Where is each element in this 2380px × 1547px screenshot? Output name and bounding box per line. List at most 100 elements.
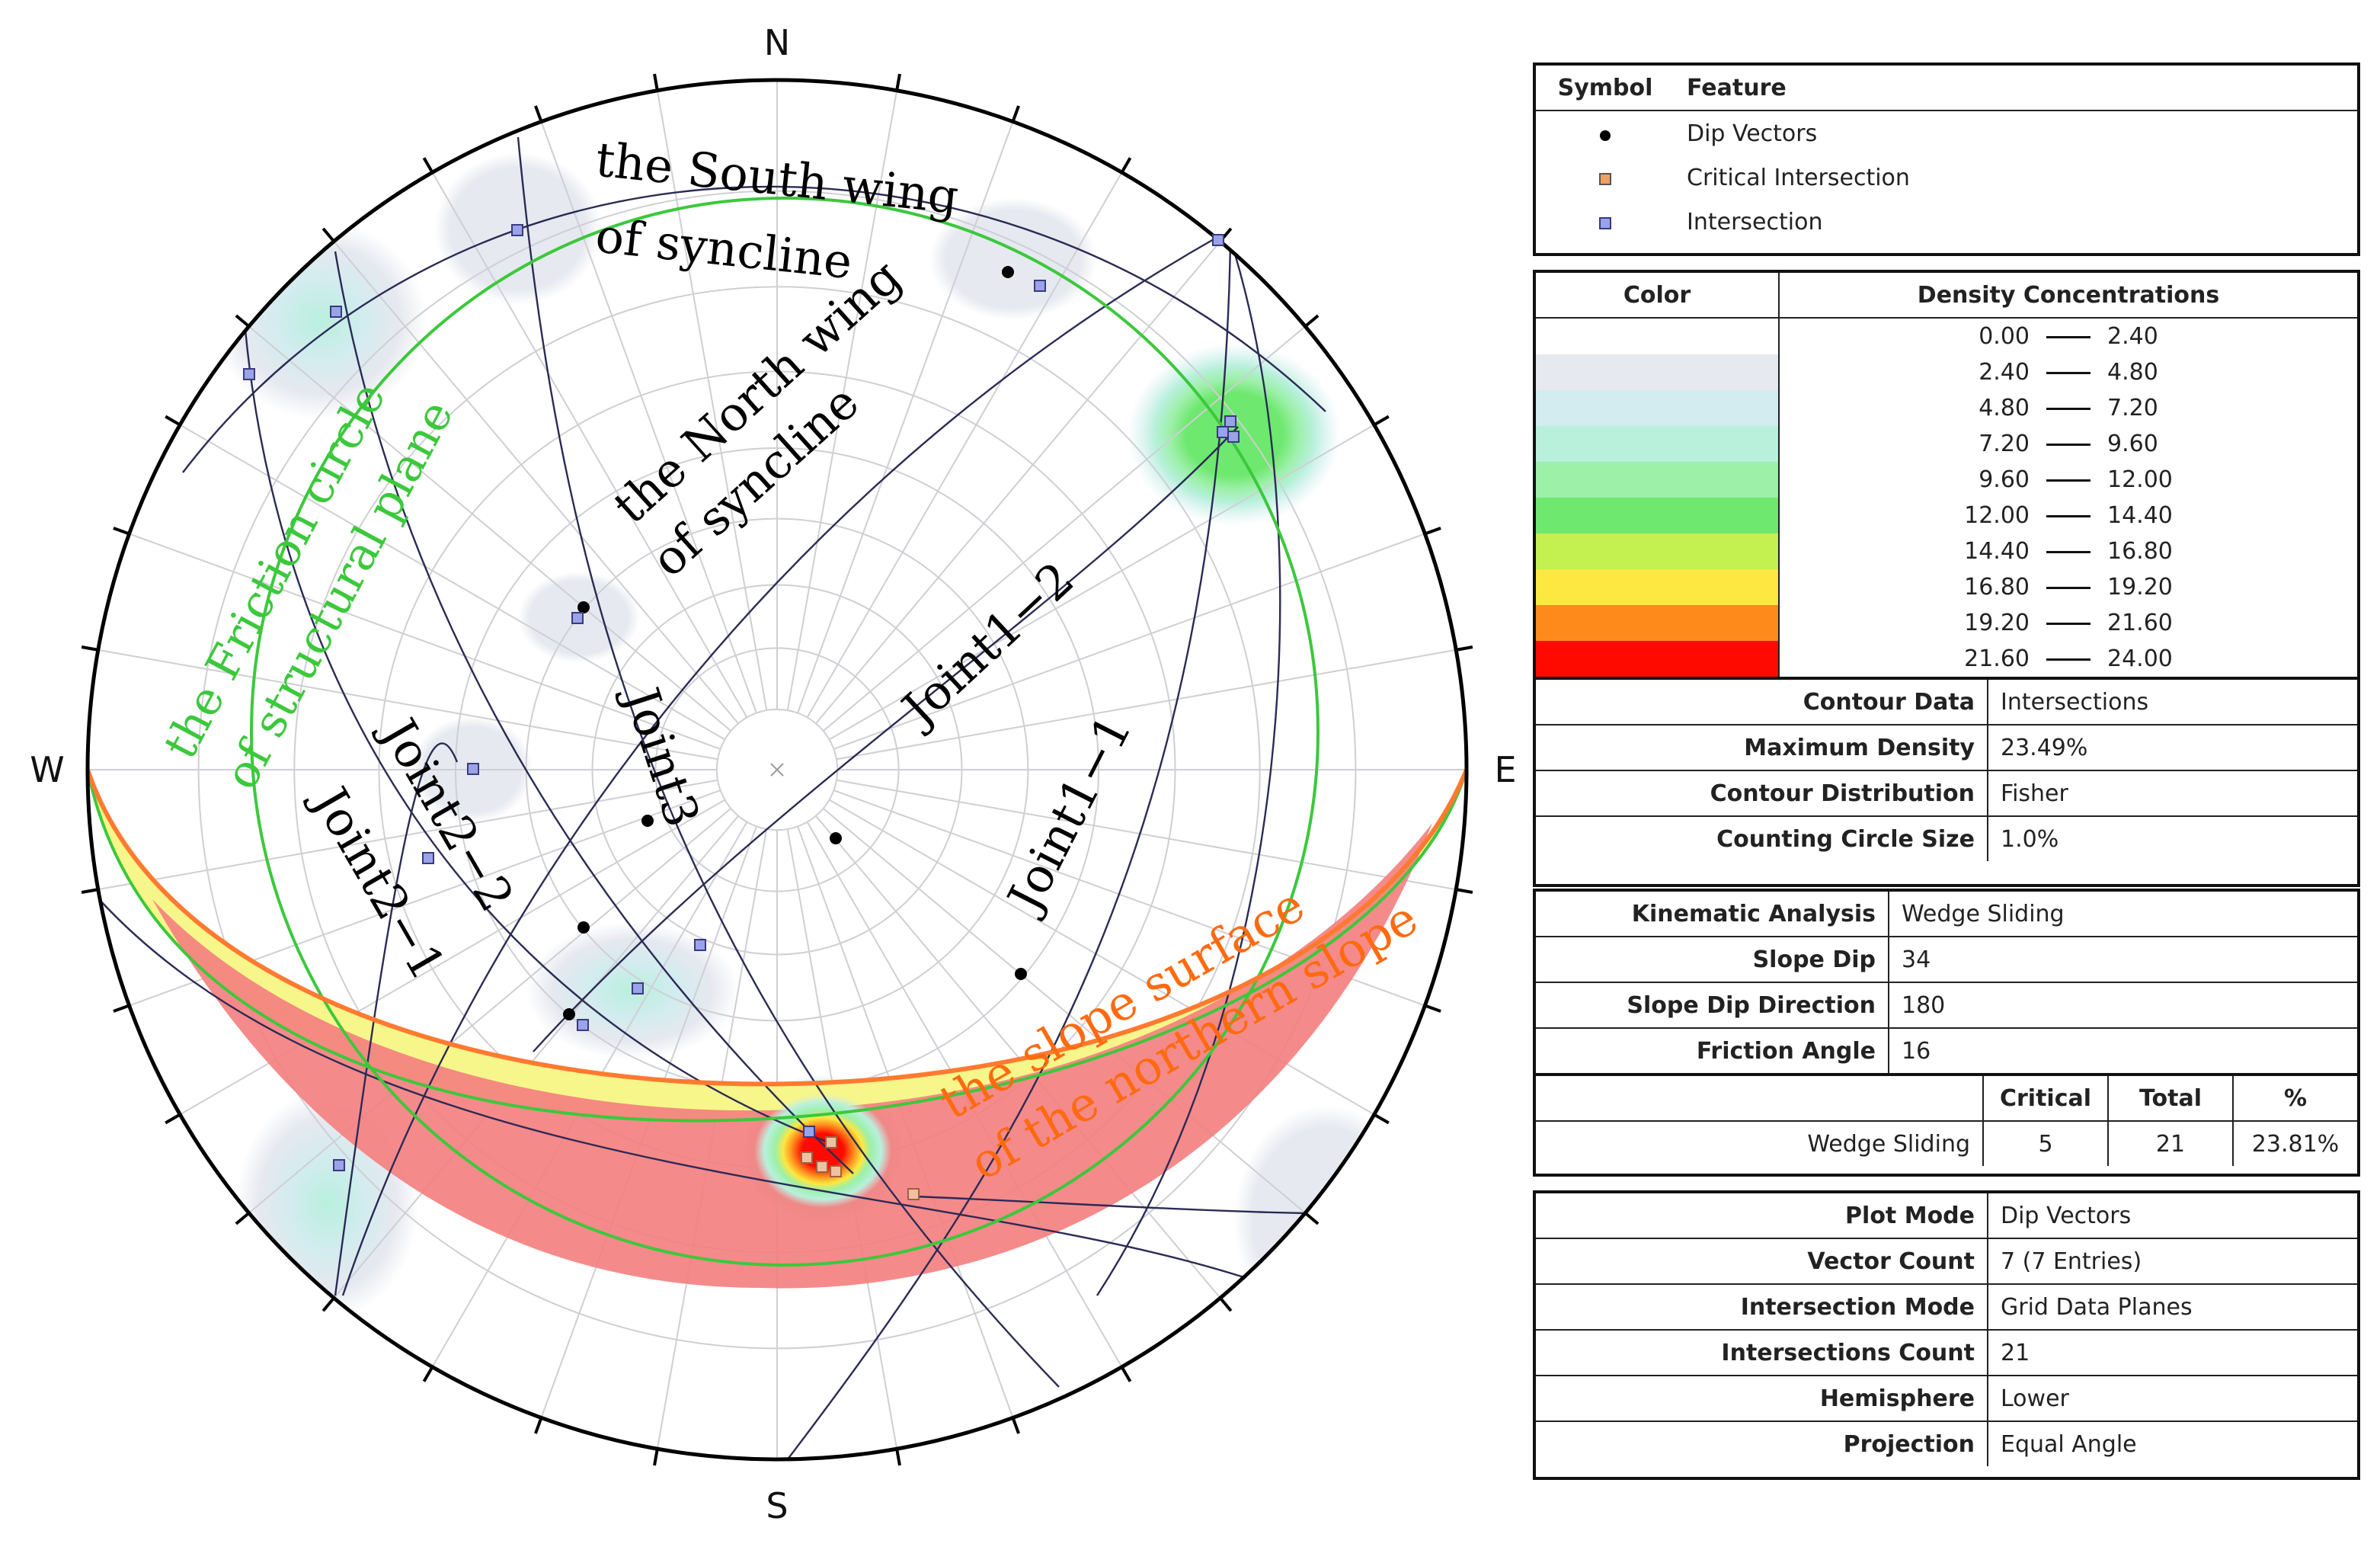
grid-radial-line: [248, 325, 731, 732]
density-legend: Color Density Concentrations 0.00 2.40 2.4…: [1533, 270, 2360, 887]
legend-critical-intersection-icon: [1536, 155, 1675, 200]
critical-intersection-point: [816, 1161, 828, 1173]
grid-radial-line: [823, 325, 1306, 732]
grid-radial-line: [540, 121, 757, 713]
contour-label: Maximum Density: [1536, 724, 1988, 771]
kinematic-value: Wedge Sliding: [1888, 892, 2357, 937]
density-row: 21.60 24.00: [1536, 641, 2357, 677]
contour-value: Fisher: [1987, 770, 2357, 817]
summary-total-value: 21: [2107, 1120, 2234, 1166]
joint-extra-1: [334, 742, 459, 1296]
critical-intersection-point: [830, 1165, 842, 1177]
plot-row: Projection Equal Angle: [1536, 1420, 2357, 1466]
intersections: [243, 224, 1240, 1171]
density-row: 14.40 16.80: [1536, 533, 2357, 569]
density-range-to: 7.20: [2107, 395, 2158, 421]
dip-vectors: [563, 266, 1027, 1020]
density-range-to: 2.40: [2107, 323, 2158, 350]
density-swatch: [1536, 462, 1780, 498]
plot-value: Equal Angle: [1987, 1420, 2357, 1466]
density-row: 9.60 12.00: [1536, 462, 2357, 498]
density-range-from: 0.00: [1979, 323, 2030, 350]
north-wing-great-circle: [341, 235, 1220, 1296]
primitive-tick: [165, 1113, 181, 1125]
kinematic-label: Friction Angle: [1536, 1027, 1889, 1073]
range-dash-icon: [2046, 444, 2090, 446]
plot-label: Plot Mode: [1536, 1193, 1988, 1239]
density-range: 16.80 19.20: [1779, 569, 2357, 605]
density-swatch: [1536, 319, 1780, 354]
grid-radial-line: [797, 121, 1014, 713]
contour-label: Contour Data: [1536, 678, 1988, 725]
intersection-point: [803, 1126, 815, 1138]
density-row: 19.20 21.60: [1536, 605, 2357, 641]
summary-header-critical: Critical: [1982, 1074, 2109, 1122]
grid-radial-line: [431, 171, 748, 718]
south-wing-label-line2: of syncline: [593, 207, 855, 290]
plot-label: Vector Count: [1536, 1238, 1988, 1285]
contour-label: Counting Circle Size: [1536, 815, 1988, 861]
legend-item-label: Intersection: [1687, 208, 1823, 235]
contour-value: Intersections: [1987, 678, 2357, 725]
density-range-from: 2.40: [1979, 359, 2030, 386]
density-range: 9.60 12.00: [1779, 462, 2357, 498]
grid-radial-line: [823, 808, 1306, 1214]
density-range: 4.80 7.20: [1779, 390, 2357, 426]
kinematic-panel: Kinematic Analysis Wedge Sliding Slope Dip…: [1533, 889, 2360, 1177]
joint1-2-label: Joint1−2: [888, 551, 1084, 739]
slope-great-circle: [88, 768, 1467, 1087]
grid-radial-line: [98, 649, 718, 761]
primitive-tick: [1304, 314, 1320, 328]
primitive-tick: [653, 1448, 659, 1466]
density-swatch: [1536, 605, 1780, 641]
density-swatch: [1536, 390, 1780, 426]
density-range-to: 16.80: [2107, 538, 2173, 565]
density-range-to: 14.40: [2107, 502, 2173, 529]
contour-value: 1.0%: [1987, 815, 2357, 861]
intersection-point: [243, 368, 255, 380]
grid-radial-line: [833, 533, 1425, 750]
plot-value: Dip Vectors: [1987, 1193, 2357, 1239]
plot-label: Projection: [1536, 1420, 1988, 1466]
grid-radial-line: [98, 779, 718, 891]
summary-header-percent: %: [2232, 1074, 2357, 1122]
primitive-tick: [321, 1296, 335, 1312]
primitive-tick: [235, 314, 251, 328]
dip-vector-point: [577, 601, 590, 613]
symbol-legend: Symbol Feature Dip Vectors Critical Inte…: [1533, 62, 2360, 256]
primitive-tick: [81, 888, 99, 894]
kinematic-row: Friction Angle 16: [1536, 1027, 2357, 1073]
dip-vector-point: [577, 921, 590, 934]
density-swatch: [1536, 498, 1780, 533]
joint1-2-great-circle: [533, 426, 1239, 1052]
primitive-tick: [422, 157, 434, 174]
density-row: 16.80 19.20: [1536, 569, 2357, 605]
legend-dip-vector-icon: [1536, 110, 1675, 155]
density-range-to: 4.80: [2107, 359, 2158, 386]
density-range-from: 14.40: [1964, 538, 2030, 565]
density-range: 19.20 21.60: [1779, 605, 2357, 641]
dip-vector-point: [563, 1008, 575, 1020]
plot-value: 7 (7 Entries): [1987, 1238, 2357, 1285]
primitive-tick: [1424, 1004, 1441, 1013]
kinematic-label: Slope Dip Direction: [1536, 982, 1889, 1029]
compass-north: N: [764, 22, 790, 63]
primitive-tick: [1373, 1113, 1390, 1125]
stereonet-plot: N S W E the South wing of syncline the N…: [30, 22, 1516, 1526]
joint2-2-great-circle: [334, 251, 854, 1174]
primitive-tick: [1120, 1366, 1132, 1382]
density-range: 21.60 24.00: [1779, 641, 2357, 677]
intersection-point: [511, 224, 523, 236]
contour-row: Contour Data Intersections: [1536, 678, 2357, 725]
primitive-tick: [895, 73, 901, 91]
primitive-tick: [895, 1448, 901, 1466]
joint-extra-3: [1096, 251, 1281, 1296]
density-range-from: 9.60: [1979, 466, 2030, 493]
grid-radial-line: [836, 779, 1457, 891]
grid-radial-line: [829, 424, 1375, 741]
plot-row: Intersections Count 21: [1536, 1329, 2357, 1376]
grid-radial-line: [836, 649, 1457, 761]
grid-radial-line: [248, 808, 731, 1214]
intersection-point: [330, 306, 342, 318]
density-row: 4.80 7.20: [1536, 390, 2357, 426]
